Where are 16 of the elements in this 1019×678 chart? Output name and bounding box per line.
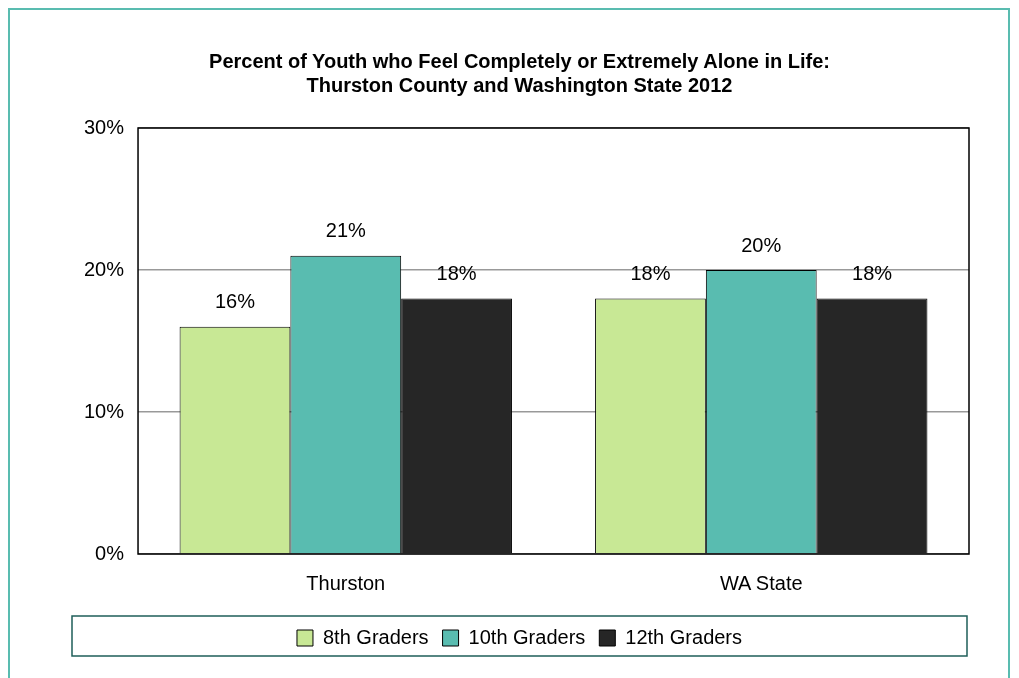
y-tick-label: 30% [84, 115, 125, 138]
legend-label: 10th Graders [468, 625, 586, 648]
data-label: 16% [214, 290, 256, 313]
data-label: 18% [852, 261, 893, 284]
y-tick-label: 0% [95, 541, 125, 564]
data-label: 21% [325, 219, 366, 242]
y-tick-label: 10% [84, 399, 125, 422]
x-tick-label: WA State [719, 571, 803, 594]
data-label: 20% [741, 233, 782, 256]
data-label: 18% [630, 261, 671, 284]
legend-label: 8th Graders [322, 625, 429, 648]
legend-label: 12th Graders [625, 625, 743, 648]
x-tick-label: Thurston [306, 571, 386, 594]
y-tick-label: 20% [84, 257, 125, 280]
data-label: 18% [436, 261, 477, 284]
chart-title: Percent of Youth who Feel Completely or Extremely Alone in Life: Thurston County and Washington State 2012 [209, 49, 830, 96]
